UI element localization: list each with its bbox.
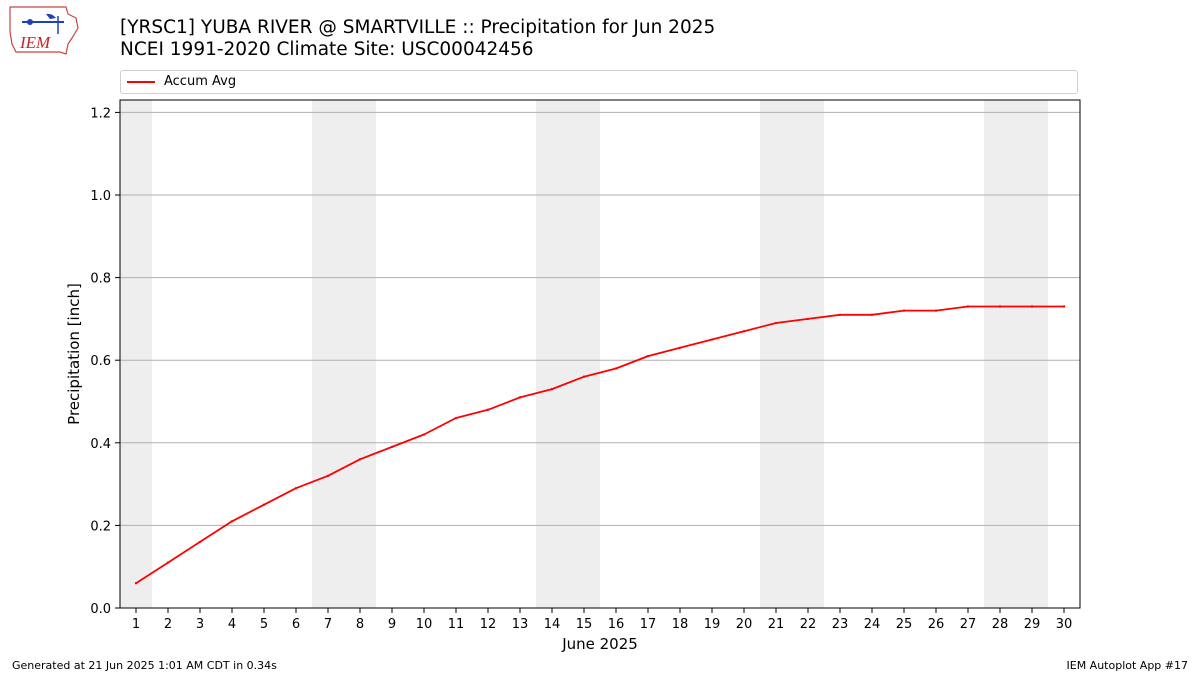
data-point [262, 503, 266, 506]
x-tick-label: 25 [896, 617, 913, 632]
svg-text:IEM: IEM [19, 33, 51, 52]
x-tick-label: 12 [480, 617, 497, 632]
x-tick-label: 8 [356, 617, 364, 632]
x-tick-label: 23 [832, 617, 849, 632]
data-point [934, 309, 938, 312]
data-point [870, 313, 874, 316]
data-point [230, 520, 234, 523]
title-line-2: NCEI 1991-2020 Climate Site: USC00042456 [120, 39, 534, 60]
legend-label: Accum Avg [164, 74, 237, 89]
data-point [166, 561, 170, 564]
x-tick-label: 14 [544, 617, 561, 632]
x-tick-label: 30 [1056, 617, 1073, 632]
x-tick-label: 17 [640, 617, 657, 632]
data-point [1062, 305, 1066, 308]
x-tick-label: 19 [704, 617, 721, 632]
title-line-1: [YRSC1] YUBA RIVER @ SMARTVILLE :: Preci… [120, 17, 716, 38]
y-axis-label: Precipitation [inch] [65, 283, 83, 425]
x-tick-label: 1 [132, 617, 140, 632]
x-tick-label: 2 [164, 617, 172, 632]
x-tick-label: 11 [448, 617, 465, 632]
data-point [966, 305, 970, 308]
y-tick-label: 0.6 [90, 354, 111, 369]
legend: Accum Avg [120, 70, 1078, 94]
data-point [614, 367, 618, 370]
x-tick-label: 6 [292, 617, 300, 632]
weekend-band [120, 100, 152, 608]
data-point [198, 540, 202, 544]
data-point [486, 408, 490, 411]
generated-timestamp: Generated at 21 Jun 2025 1:01 AM CDT in … [12, 659, 277, 672]
data-point [294, 487, 298, 490]
y-tick-label: 0.2 [90, 519, 111, 534]
data-point [550, 387, 554, 391]
x-tick-label: 28 [992, 617, 1009, 632]
data-point [710, 338, 714, 341]
x-tick-label: 15 [576, 617, 593, 632]
chart-title: [YRSC1] YUBA RIVER @ SMARTVILLE :: Preci… [120, 17, 715, 61]
y-tick-label: 0.8 [90, 272, 111, 287]
y-tick-label: 1.2 [90, 106, 111, 121]
data-point [326, 474, 330, 478]
data-point [358, 458, 362, 461]
x-axis-label: June 2025 [561, 635, 638, 653]
data-point [678, 346, 682, 350]
y-tick-label: 0.0 [90, 602, 111, 617]
data-point [998, 305, 1002, 308]
data-point [518, 396, 522, 399]
weekend-band [984, 100, 1048, 608]
x-tick-label: 9 [388, 617, 396, 632]
data-point [838, 313, 842, 316]
y-tick-label: 1.0 [90, 189, 111, 204]
x-tick-label: 18 [672, 617, 689, 632]
app-credit: IEM Autoplot App #17 [1066, 659, 1189, 672]
data-point [390, 445, 394, 449]
x-tick-label: 4 [228, 617, 236, 632]
x-tick-label: 7 [324, 617, 332, 632]
data-point [774, 321, 778, 325]
x-tick-label: 5 [260, 617, 268, 632]
weekend-band [760, 100, 824, 608]
x-tick-label: 16 [608, 617, 625, 632]
data-point [742, 330, 746, 333]
x-tick-label: 26 [928, 617, 945, 632]
iem-logo: IEM [9, 6, 79, 55]
legend-swatch [127, 81, 155, 83]
data-point [582, 375, 586, 378]
data-point [454, 416, 458, 420]
x-tick-label: 27 [960, 617, 977, 632]
weekend-band [312, 100, 376, 608]
x-tick-label: 13 [512, 617, 529, 632]
x-tick-label: 21 [768, 617, 785, 632]
x-tick-label: 3 [196, 617, 204, 632]
series-line-accum-avg [135, 305, 1064, 584]
x-tick-label: 20 [736, 617, 753, 632]
x-tick-label: 22 [800, 617, 817, 632]
data-point [806, 317, 810, 321]
x-tick-label: 10 [416, 617, 433, 632]
y-tick-label: 0.4 [90, 437, 111, 452]
data-point [422, 433, 426, 436]
weekend-band [536, 100, 600, 608]
data-point [902, 309, 906, 312]
x-tick-label: 24 [864, 617, 881, 632]
plot-frame [119, 99, 1081, 609]
x-tick-label: 29 [1024, 617, 1041, 632]
data-point [1030, 305, 1034, 308]
data-point [134, 582, 138, 585]
data-point [646, 354, 650, 358]
